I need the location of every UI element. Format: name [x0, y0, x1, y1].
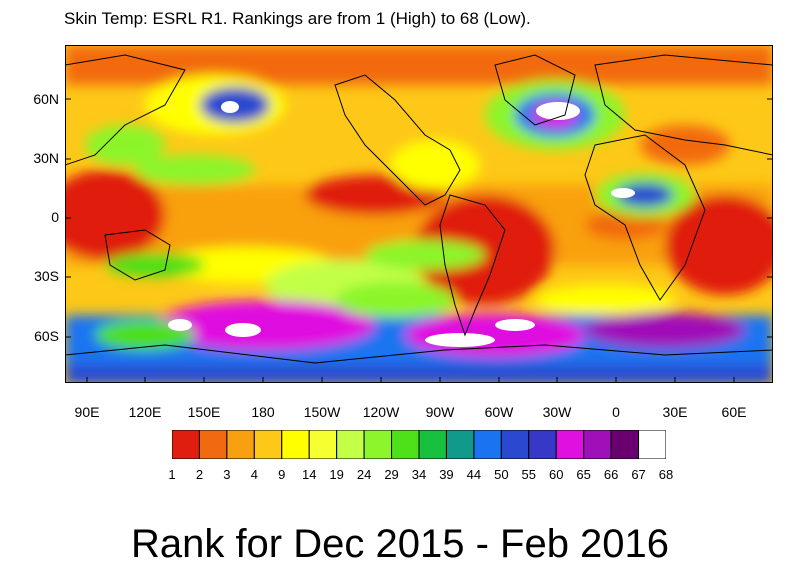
lat-label-0: 0 [51, 209, 59, 225]
colorbar-swatch [583, 430, 612, 459]
lon-label-120w: 120W [362, 404, 400, 420]
colorbar-swatch [610, 430, 640, 459]
rank-map [65, 45, 773, 383]
colorbar-label: 44 [466, 467, 482, 482]
colorbar-label: 24 [356, 467, 372, 482]
lon-label-150e: 150E [187, 404, 221, 420]
lon-label-0: 0 [612, 404, 620, 420]
lat-label-30n: 30N [33, 150, 59, 166]
colorbar-swatch [253, 430, 283, 459]
colorbar-swatch [638, 430, 666, 459]
colorbar-label: 68 [658, 467, 674, 482]
rank-colorbar [172, 430, 666, 459]
map-ticks [65, 98, 773, 383]
colorbar-swatch [363, 430, 393, 459]
lat-label-30s: 30S [34, 268, 59, 284]
colorbar-swatch [391, 430, 420, 459]
colorbar-label: 19 [329, 467, 344, 482]
colorbar-swatch [308, 430, 338, 459]
lon-label-90e: 90E [74, 404, 100, 420]
colorbar-swatch [226, 430, 255, 459]
colorbar-label: 4 [250, 467, 258, 482]
colorbar-label: 55 [521, 467, 536, 482]
colorbar-label: 39 [439, 467, 454, 482]
colorbar-swatch [418, 430, 447, 459]
colorbar-label: 1 [168, 467, 176, 482]
colorbar-label: 67 [631, 467, 646, 482]
rank-field [65, 45, 773, 383]
lon-label-150w: 150W [303, 404, 341, 420]
lon-label-60w: 60W [484, 404, 514, 420]
colorbar-label: 3 [223, 467, 231, 482]
colorbar-label: 66 [603, 467, 619, 482]
lon-label-30w: 30W [542, 404, 572, 420]
colorbar-swatch [172, 430, 200, 459]
lon-label-120e: 120E [128, 404, 162, 420]
colorbar-label: 65 [576, 467, 591, 482]
colorbar-swatch [445, 430, 475, 459]
lon-label-90w: 90W [425, 404, 455, 420]
lon-label-60e: 60E [721, 404, 747, 420]
colorbar-label: 14 [301, 467, 317, 482]
colorbar-swatch [336, 430, 365, 459]
colorbar-swatch [528, 430, 557, 459]
lat-label-60s: 60S [34, 328, 59, 344]
rank-68-patches [168, 101, 635, 347]
caption: Rank for Dec 2015 - Feb 2016 [130, 522, 670, 566]
colorbar-label: 9 [278, 467, 286, 482]
colorbar-swatch [500, 430, 530, 459]
colorbar-label: 29 [384, 467, 399, 482]
colorbar-label: 2 [195, 467, 204, 482]
coastlines [65, 54, 773, 364]
colorbar-label: 50 [494, 467, 509, 482]
colorbar-label: 60 [548, 467, 564, 482]
lon-label-30e: 30E [662, 404, 688, 420]
map-frame [65, 45, 773, 383]
colorbar-swatch [473, 430, 502, 459]
lon-label-180: 180 [251, 404, 275, 420]
colorbar-swatch [281, 430, 310, 459]
colorbar-label: 34 [411, 467, 427, 482]
lat-label-60n: 60N [33, 91, 59, 107]
colorbar-swatch [198, 430, 228, 459]
colorbar-swatch [555, 430, 585, 459]
plot-title: Skin Temp: ESRL R1. Rankings are from 1 … [64, 9, 531, 28]
